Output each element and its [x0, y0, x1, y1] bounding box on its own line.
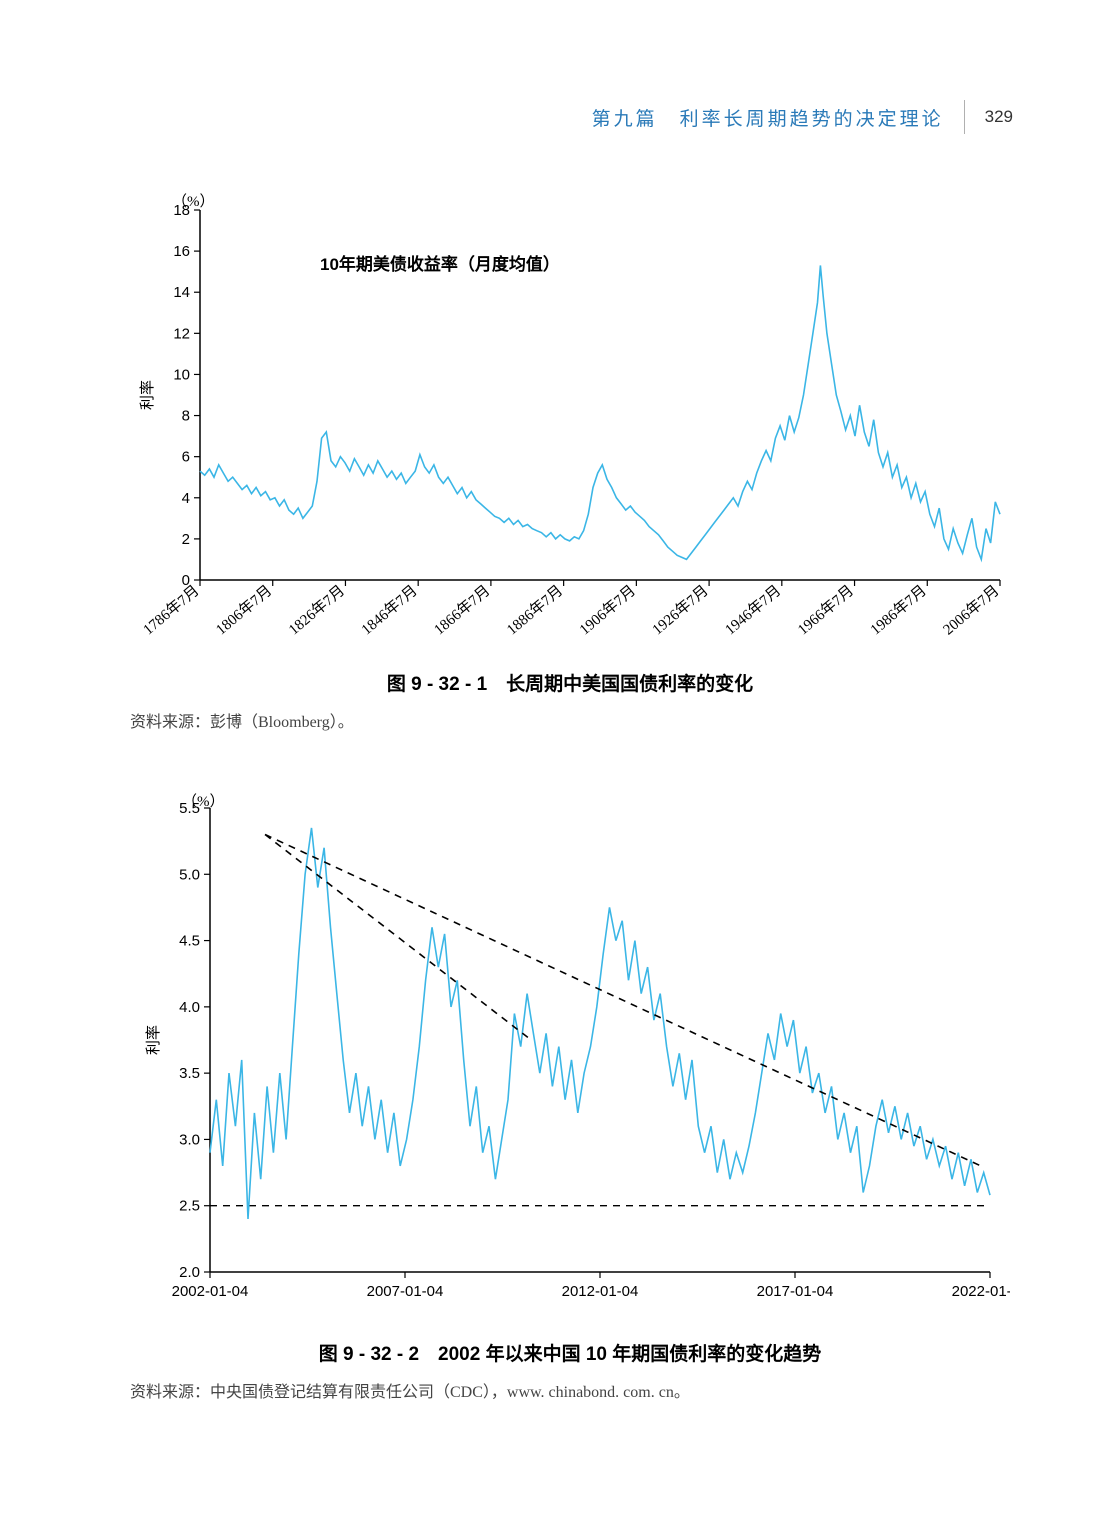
svg-text:3.5: 3.5 — [179, 1065, 200, 1082]
svg-text:1986年7月: 1986年7月 — [867, 582, 930, 638]
svg-text:1946年7月: 1946年7月 — [722, 582, 785, 638]
svg-text:4.0: 4.0 — [179, 999, 200, 1016]
svg-text:1786年7月: 1786年7月 — [140, 582, 203, 638]
svg-text:6: 6 — [182, 449, 190, 466]
svg-text:1926年7月: 1926年7月 — [649, 582, 712, 638]
svg-text:4: 4 — [182, 490, 190, 507]
svg-text:2002-01-04: 2002-01-04 — [172, 1283, 249, 1300]
svg-text:2022-01-04: 2022-01-04 — [952, 1283, 1010, 1300]
svg-text:1846年7月: 1846年7月 — [358, 582, 421, 638]
svg-text:14: 14 — [173, 284, 190, 301]
svg-text:12: 12 — [173, 325, 190, 342]
svg-text:利率: 利率 — [139, 380, 156, 410]
svg-text:5.5: 5.5 — [179, 800, 200, 817]
svg-text:2: 2 — [182, 531, 190, 548]
svg-text:1826年7月: 1826年7月 — [285, 582, 348, 638]
svg-text:2.5: 2.5 — [179, 1198, 200, 1215]
svg-text:2017-01-04: 2017-01-04 — [757, 1283, 834, 1300]
svg-text:1806年7月: 1806年7月 — [213, 582, 276, 638]
svg-text:16: 16 — [173, 243, 190, 260]
svg-text:2006年7月: 2006年7月 — [940, 582, 1003, 638]
svg-text:4.5: 4.5 — [179, 933, 200, 950]
svg-text:2.0: 2.0 — [179, 1264, 200, 1281]
chart1-svg: （%）024681012141618利率1786年7月1806年7月1826年7… — [130, 190, 1010, 660]
svg-text:18: 18 — [173, 202, 190, 219]
header-divider — [964, 100, 965, 134]
chart2-svg: （%）2.02.53.03.54.04.55.05.5利率2002-01-042… — [130, 790, 1010, 1330]
svg-text:1906年7月: 1906年7月 — [576, 582, 639, 638]
svg-text:5.0: 5.0 — [179, 866, 200, 883]
chart2-source: 资料来源：中央国债登记结算有限责任公司（CDC），www. chinabond.… — [130, 1378, 1010, 1402]
chart2-caption: 图 9 - 32 - 2 2002 年以来中国 10 年期国债利率的变化趋势 — [130, 1339, 1010, 1366]
svg-text:10年期美债收益率（月度均值）: 10年期美债收益率（月度均值） — [320, 254, 560, 274]
svg-text:3.0: 3.0 — [179, 1131, 200, 1148]
chart-us-treasury: （%）024681012141618利率1786年7月1806年7月1826年7… — [130, 190, 1010, 732]
chart1-source: 资料来源：彭博（Bloomberg）。 — [130, 708, 1010, 732]
svg-text:2007-01-04: 2007-01-04 — [367, 1283, 444, 1300]
svg-text:8: 8 — [182, 408, 190, 425]
page-header: 第九篇 利率长周期趋势的决定理论 329 — [592, 100, 1013, 134]
section-title: 第九篇 利率长周期趋势的决定理论 — [592, 104, 944, 131]
svg-text:10: 10 — [173, 366, 190, 383]
svg-text:1866年7月: 1866年7月 — [431, 582, 494, 638]
svg-text:利率: 利率 — [145, 1025, 162, 1055]
chart-china-treasury: （%）2.02.53.03.54.04.55.05.5利率2002-01-042… — [130, 790, 1010, 1402]
svg-text:2012-01-04: 2012-01-04 — [562, 1283, 639, 1300]
svg-text:1966年7月: 1966年7月 — [794, 582, 857, 638]
page-number: 329 — [985, 107, 1013, 127]
svg-text:1886年7月: 1886年7月 — [504, 582, 567, 638]
chart1-caption: 图 9 - 32 - 1 长周期中美国国债利率的变化 — [130, 669, 1010, 696]
